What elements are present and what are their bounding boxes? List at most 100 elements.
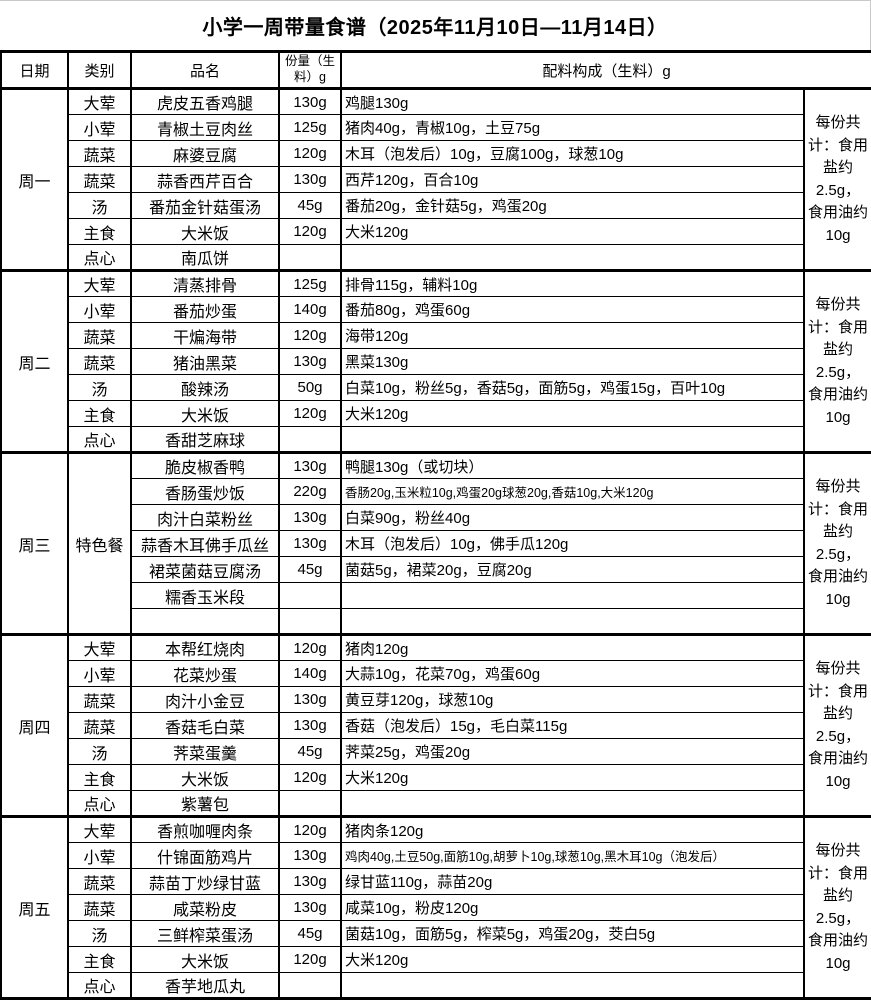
portion-cell bbox=[279, 790, 342, 817]
per-serving-note: 每份共 计：食用 盐约 2.5g， 食用油约 10g bbox=[804, 88, 871, 271]
category-cell: 蔬菜 bbox=[68, 712, 132, 739]
dish-name-cell: 清蒸排骨 bbox=[131, 270, 280, 297]
dish-name-cell: 番茄金针菇蛋汤 bbox=[131, 192, 280, 219]
portion-cell: 130g bbox=[279, 894, 342, 921]
ingredients-cell: 鸭腿130g（或切块） bbox=[341, 452, 805, 479]
ingredients-cell bbox=[341, 582, 805, 609]
ingredients-cell: 番茄20g，金针菇5g，鸡蛋20g bbox=[341, 192, 805, 219]
portion-cell: 130g bbox=[279, 868, 342, 895]
dish-name-cell: 大米饭 bbox=[131, 946, 280, 973]
table-row: 蔬菜 麻婆豆腐 120g 木耳（泡发后）10g，豆腐100g，球葱10g bbox=[1, 140, 871, 167]
category-cell: 小荤 bbox=[68, 114, 132, 141]
table-row: 小荤 青椒土豆肉丝 125g 猪肉40g，青椒10g，土豆75g bbox=[1, 114, 871, 141]
dish-name-cell: 糯香玉米段 bbox=[131, 582, 280, 609]
portion-cell: 120g bbox=[279, 634, 342, 661]
dish-name-cell: 荠菜蛋羹 bbox=[131, 738, 280, 765]
category-cell: 小荤 bbox=[68, 842, 132, 869]
dish-name-cell: 干煸海带 bbox=[131, 322, 280, 349]
ingredients-cell: 白菜10g，粉丝5g，香菇5g，面筋5g，鸡蛋15g，百叶10g bbox=[341, 374, 805, 401]
portion-cell bbox=[279, 608, 342, 635]
header-portion: 份量（生料）g bbox=[279, 51, 342, 90]
table-row: 小荤 番茄炒蛋 140g 番茄80g，鸡蛋60g bbox=[1, 296, 871, 323]
table-row: 点心 紫薯包 bbox=[1, 790, 871, 817]
dish-name-cell: 脆皮椒香鸭 bbox=[131, 452, 280, 479]
portion-cell bbox=[279, 244, 342, 271]
category-cell: 特色餐 bbox=[68, 452, 132, 635]
category-cell: 蔬菜 bbox=[68, 686, 132, 713]
header-category: 类别 bbox=[68, 51, 132, 90]
day-section: 周二 大荤 清蒸排骨 125g 排骨115g，辅料10g 每份共 计：食用 盐约 2.5g… bbox=[1, 270, 871, 453]
dish-name-cell: 南瓜饼 bbox=[131, 244, 280, 271]
table-row: 主食 大米饭 120g 大米120g bbox=[1, 400, 871, 427]
portion-cell: 130g bbox=[279, 88, 342, 115]
category-cell: 蔬菜 bbox=[68, 868, 132, 895]
table-row: 香肠蛋炒饭 220g 香肠20g,玉米粒10g,鸡蛋20g球葱20g,香菇10g,大… bbox=[1, 478, 871, 505]
table-row: 点心 香芋地瓜丸 bbox=[1, 972, 871, 999]
day-section: 周五 大荤 香煎咖喱肉条 120g 猪肉条120g 每份共 计：食用 盐约 2.5g， 食… bbox=[1, 816, 871, 999]
ingredients-cell: 木耳（泡发后）10g，豆腐100g，球葱10g bbox=[341, 140, 805, 167]
table-row: 蔬菜 肉汁小金豆 130g 黄豆芽120g，球葱10g bbox=[1, 686, 871, 713]
category-cell: 汤 bbox=[68, 738, 132, 765]
category-cell: 蔬菜 bbox=[68, 348, 132, 375]
header-ingredients: 配料构成（生料）g bbox=[341, 51, 871, 90]
dish-name-cell: 猪油黑菜 bbox=[131, 348, 280, 375]
table-row: 糯香玉米段 bbox=[1, 582, 871, 609]
dish-name-cell: 肉汁小金豆 bbox=[131, 686, 280, 713]
dish-name-cell: 肉汁白菜粉丝 bbox=[131, 504, 280, 531]
dish-name-cell: 虎皮五香鸡腿 bbox=[131, 88, 280, 115]
table-row: 小荤 什锦面筋鸡片 130g 鸡肉40g,土豆50g,面筋10g,胡萝卜10g,球葱1… bbox=[1, 842, 871, 869]
per-serving-note: 每份共 计：食用 盐约 2.5g， 食用油约 10g bbox=[804, 816, 871, 999]
dish-name-cell: 香芋地瓜丸 bbox=[131, 972, 280, 999]
ingredients-cell: 香菇（泡发后）15g，毛白菜115g bbox=[341, 712, 805, 739]
ingredients-cell: 木耳（泡发后）10g，佛手瓜120g bbox=[341, 530, 805, 557]
day-section: 周一 大荤 虎皮五香鸡腿 130g 鸡腿130g 每份共 计：食用 盐约 2.5g， 食用… bbox=[1, 88, 871, 271]
category-cell: 主食 bbox=[68, 764, 132, 791]
category-cell: 汤 bbox=[68, 374, 132, 401]
dish-name-cell bbox=[131, 608, 280, 635]
category-cell: 点心 bbox=[68, 972, 132, 999]
ingredients-cell: 香肠20g,玉米粒10g,鸡蛋20g球葱20g,香菇10g,大米120g bbox=[341, 478, 805, 505]
table-row: 汤三鲜榨菜蛋汤 45g 菌菇10g，面筋5g，榨菜5g，鸡蛋20g，茭白5g bbox=[1, 920, 871, 947]
portion-cell: 45g bbox=[279, 738, 342, 765]
dish-name-cell: 酸辣汤 bbox=[131, 374, 280, 401]
ingredients-cell: 黄豆芽120g，球葱10g bbox=[341, 686, 805, 713]
dish-name-cell: 蒜苗丁炒绿甘蓝 bbox=[131, 868, 280, 895]
portion-cell: 130g bbox=[279, 712, 342, 739]
category-cell: 蔬菜 bbox=[68, 140, 132, 167]
table-row: 周二 大荤 清蒸排骨 125g 排骨115g，辅料10g 每份共 计：食用 盐约 2.5g… bbox=[1, 270, 871, 453]
portion-cell: 140g bbox=[279, 296, 342, 323]
ingredients-cell: 大米120g bbox=[341, 218, 805, 245]
ingredients-cell: 猪肉条120g bbox=[341, 816, 805, 843]
category-cell: 大荤 bbox=[68, 634, 132, 661]
ingredients-cell: 番茄80g，鸡蛋60g bbox=[341, 296, 805, 323]
ingredients-cell: 大米120g bbox=[341, 400, 805, 427]
portion-cell bbox=[279, 426, 342, 453]
portion-cell: 220g bbox=[279, 478, 342, 505]
dish-name-cell: 花菜炒蛋 bbox=[131, 660, 280, 687]
portion-cell: 45g bbox=[279, 920, 342, 947]
dish-name-cell: 大米饭 bbox=[131, 764, 280, 791]
day-cell: 周四 bbox=[1, 634, 69, 817]
ingredients-cell: 鸡腿130g bbox=[341, 88, 805, 115]
ingredients-cell: 白菜90g，粉丝40g bbox=[341, 504, 805, 531]
day-cell: 周三 bbox=[1, 452, 69, 635]
portion-cell: 125g bbox=[279, 270, 342, 297]
ingredients-cell bbox=[341, 790, 805, 817]
ingredients-cell: 大米120g bbox=[341, 946, 805, 973]
category-cell: 点心 bbox=[68, 426, 132, 453]
dish-name-cell: 咸菜粉皮 bbox=[131, 894, 280, 921]
portion-cell: 45g bbox=[279, 192, 342, 219]
ingredients-cell bbox=[341, 426, 805, 453]
table-row: 主食 大米饭 120g 大米120g bbox=[1, 764, 871, 791]
category-cell: 汤 bbox=[68, 920, 132, 947]
portion-cell bbox=[279, 582, 342, 609]
dish-name-cell: 香甜芝麻球 bbox=[131, 426, 280, 453]
portion-cell: 120g bbox=[279, 140, 342, 167]
category-cell: 大荤 bbox=[68, 270, 132, 297]
category-cell: 主食 bbox=[68, 946, 132, 973]
day-section: 周四 大荤 本帮红烧肉 120g 猪肉120g 每份共 计：食用 盐约 2.5g， 食用油… bbox=[1, 634, 871, 817]
category-cell: 蔬菜 bbox=[68, 322, 132, 349]
table-row: 小荤 花菜炒蛋 140g 大蒜10g，花菜70g，鸡蛋60g bbox=[1, 660, 871, 687]
category-cell: 大荤 bbox=[68, 88, 132, 115]
table-row: 汤酸辣汤 50g 白菜10g，粉丝5g，香菇5g，面筋5g，鸡蛋15g，百叶10g bbox=[1, 374, 871, 401]
